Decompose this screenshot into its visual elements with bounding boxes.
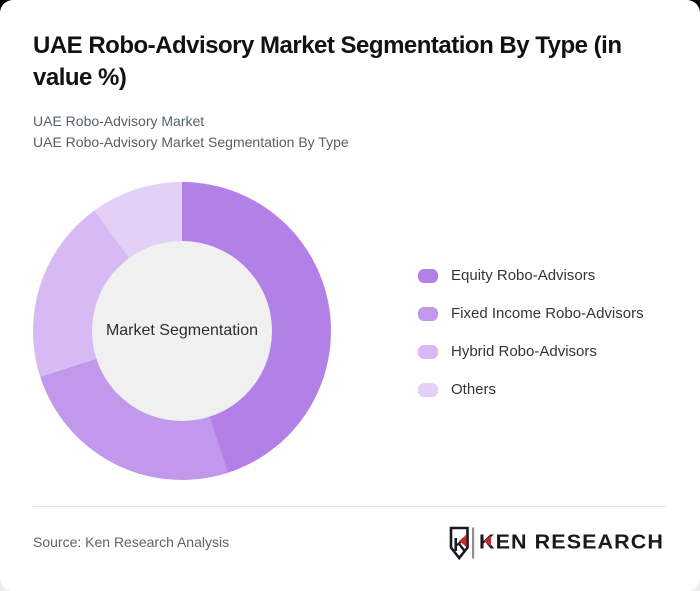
legend-item: Equity Robo-Advisors [418,267,644,284]
logo-wordmark: KEN RESEARCH [479,532,664,554]
page-title: UAE Robo-Advisory Market Segmentation By… [33,32,622,91]
legend-item: Hybrid Robo-Advisors [418,343,644,360]
logo-wordmark-triangle-icon [484,535,491,547]
subtitle-line-1: UAE Robo-Advisory Market [33,113,205,129]
legend-swatch [418,306,438,321]
source-text: Source: Ken Research Analysis [33,534,230,550]
legend-item: Fixed Income Robo-Advisors [418,305,644,322]
legend-label: Fixed Income Robo-Advisors [451,305,644,322]
chart-subtitle: UAE Robo-Advisory Market UAE Robo-Adviso… [33,111,349,153]
legend-label: Hybrid Robo-Advisors [451,343,597,360]
logo-separator [472,527,475,559]
ken-research-logo: K KEN RESEARCH [449,526,664,561]
donut-hole: Market Segmentation [92,241,272,421]
legend-label: Others [451,381,497,398]
legend-label: Equity Robo-Advisors [451,267,596,284]
legend-swatch [418,344,438,359]
logo-shield-triangle-icon [459,534,467,547]
logo-shield-icon [449,526,469,561]
legend-item: Others [418,381,644,398]
footer-divider [33,506,667,507]
legend: Equity Robo-Advisors Fixed Income Robo-Ad… [418,267,644,398]
donut-chart: Market Segmentation [33,182,331,480]
legend-swatch [418,268,438,283]
legend-swatch [418,382,438,397]
subtitle-line-2: UAE Robo-Advisory Market Segmentation By… [33,134,349,150]
donut-center-label: Market Segmentation [105,322,259,339]
